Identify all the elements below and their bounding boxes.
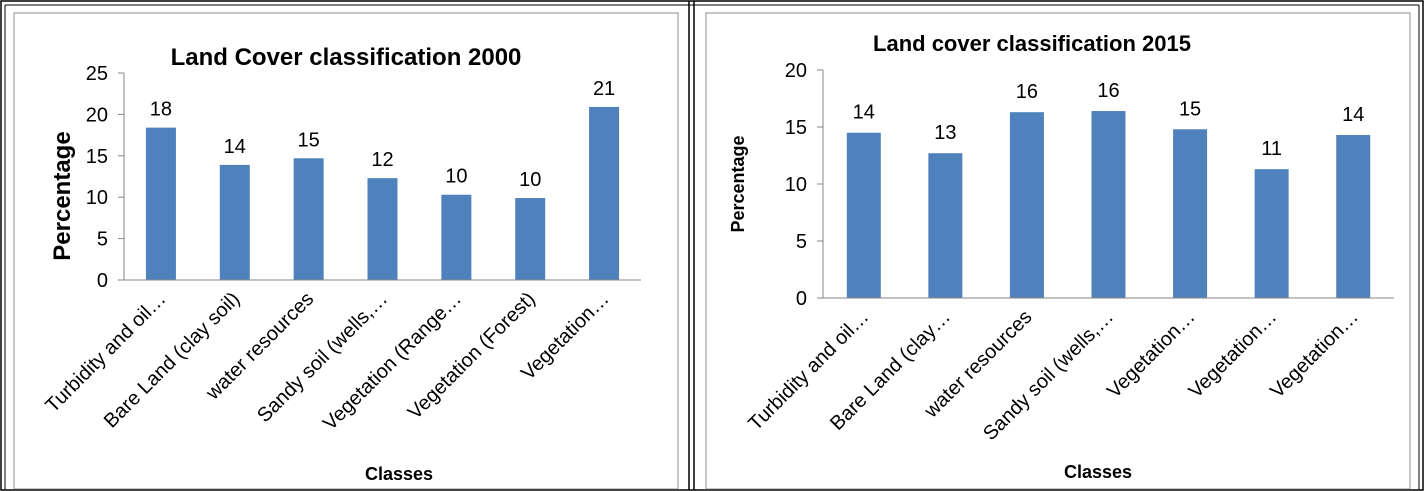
y-tick-label: 0 [796,288,807,310]
data-label: 10 [519,169,541,191]
bars [145,106,620,280]
bar [219,164,250,280]
chart-area-border [705,12,1411,490]
y-tick-labels: 0 5 10 15 20 25 [86,63,108,292]
axes [118,72,641,281]
data-labels: 18 14 15 12 10 10 21 [150,78,615,191]
x-axis-title: Classes [365,464,433,484]
y-tick-label: 5 [796,231,807,253]
data-label: 14 [1342,104,1364,126]
bar [367,178,398,280]
data-label: 16 [1016,81,1038,103]
bar [846,132,881,298]
data-label: 15 [298,129,320,151]
bar [1254,169,1289,298]
data-label: 16 [1097,80,1119,102]
y-tick-label: 10 [86,187,108,209]
y-tick-label: 15 [86,146,108,168]
chart-2000: Land Cover classification 2000 Percentag… [13,12,679,490]
bar [145,127,176,280]
data-label: 15 [1179,98,1201,120]
chart-title: Land Cover classification 2000 [171,44,522,71]
y-axis-title: Percentage [728,135,748,232]
bar [515,198,546,280]
chart-area-border [13,12,679,490]
y-tick-label: 20 [785,60,807,82]
chart-title: Land cover classification 2015 [873,31,1191,56]
bar [589,106,620,280]
bar [1336,134,1371,298]
y-tick-label: 10 [785,174,807,196]
x-axis-title: Classes [1064,462,1132,482]
data-label: 13 [934,122,956,144]
bar [1091,111,1126,298]
data-labels: 14 13 16 16 15 11 14 [853,80,1365,160]
data-label: 14 [224,136,246,158]
axes [817,69,1394,299]
chart-2015: Land cover classification 2015 Percentag… [705,12,1411,490]
y-tick-label: 20 [86,104,108,126]
bar [928,153,963,298]
data-label: 14 [853,102,875,124]
bar [1009,112,1044,299]
y-tick-label: 25 [86,63,108,85]
bar [441,194,472,280]
y-tick-label: 5 [97,229,108,251]
data-label: 10 [445,166,467,188]
y-tick-label: 0 [97,270,108,292]
data-label: 11 [1261,138,1282,160]
bar [1173,129,1208,298]
data-label: 18 [150,99,172,121]
data-label: 12 [371,149,393,171]
bars [846,111,1371,299]
bar [293,158,324,280]
y-axis-title: Percentage [49,131,76,260]
y-tick-label: 15 [785,117,807,139]
y-tick-labels: 0 5 10 15 20 [785,60,807,310]
data-label: 21 [593,78,615,100]
